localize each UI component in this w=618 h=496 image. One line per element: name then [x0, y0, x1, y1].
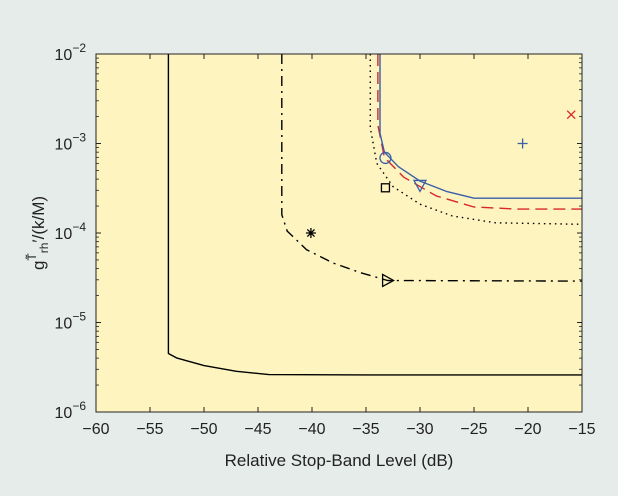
- series-line-4: [379, 54, 582, 199]
- y-tick-mantissa: 10: [55, 47, 73, 64]
- series-line-2: [369, 54, 582, 225]
- marker-triangle-down: [412, 179, 428, 193]
- x-axis: −60 −55 −50 −45 −40 −35 −30 −25 −20 −15: [82, 54, 596, 438]
- x-tick-label: −60: [82, 421, 109, 438]
- series-line-0: [167, 54, 582, 376]
- y-tick-label: 10−2: [55, 41, 87, 64]
- series-layer: [167, 54, 582, 376]
- marker-circle: [379, 151, 392, 165]
- x-tick-label: −55: [136, 421, 163, 438]
- marker-triangle-right: [381, 273, 395, 288]
- y-axis: 10−610−510−410−310−2: [55, 41, 582, 422]
- marker-plus: [517, 138, 528, 149]
- y-tick-mantissa: 10: [55, 226, 73, 243]
- y-tick-mantissa: 10: [55, 137, 73, 154]
- x-tick-label: −30: [406, 421, 433, 438]
- marker-cross: [566, 110, 576, 120]
- x-tick-label: −40: [298, 421, 325, 438]
- y-tick-exponent: −6: [72, 399, 86, 413]
- y-tick-label: 10−4: [55, 220, 87, 243]
- y-tick-exponent: −5: [72, 310, 86, 324]
- y-tick-mantissa: 10: [55, 316, 73, 333]
- y-axis-label-base: g: [29, 261, 48, 270]
- x-tick-label: −45: [244, 421, 271, 438]
- y-tick-mantissa: 10: [55, 405, 73, 422]
- y-axis-label-sub: rh: [37, 243, 51, 254]
- x-tick-label: −25: [460, 421, 487, 438]
- y-tick-label: 10−3: [55, 131, 87, 154]
- marker-layer: [305, 110, 576, 288]
- x-tick-label: −20: [514, 421, 541, 438]
- y-tick-exponent: −4: [72, 220, 86, 234]
- x-axis-label: Relative Stop-Band Level (dB): [225, 451, 454, 470]
- y-axis-label-sup: T̃: [24, 253, 39, 261]
- y-tick-exponent: −3: [72, 131, 86, 145]
- x-tick-label: −35: [352, 421, 379, 438]
- y-axis-label-tail: ′/(k/M): [29, 196, 48, 243]
- marker-asterisk: [305, 228, 316, 238]
- y-tick-label: 10−6: [55, 399, 87, 422]
- x-tick-label: −15: [568, 421, 595, 438]
- x-tick-label: −50: [190, 421, 217, 438]
- marker-square: [380, 183, 391, 193]
- y-axis-label: gT̃rh′/(k/M): [24, 196, 51, 270]
- y-tick-exponent: −2: [72, 41, 86, 55]
- plot-area: [96, 54, 582, 412]
- y-tick-label: 10−5: [55, 310, 87, 333]
- series-line-3: [377, 54, 582, 210]
